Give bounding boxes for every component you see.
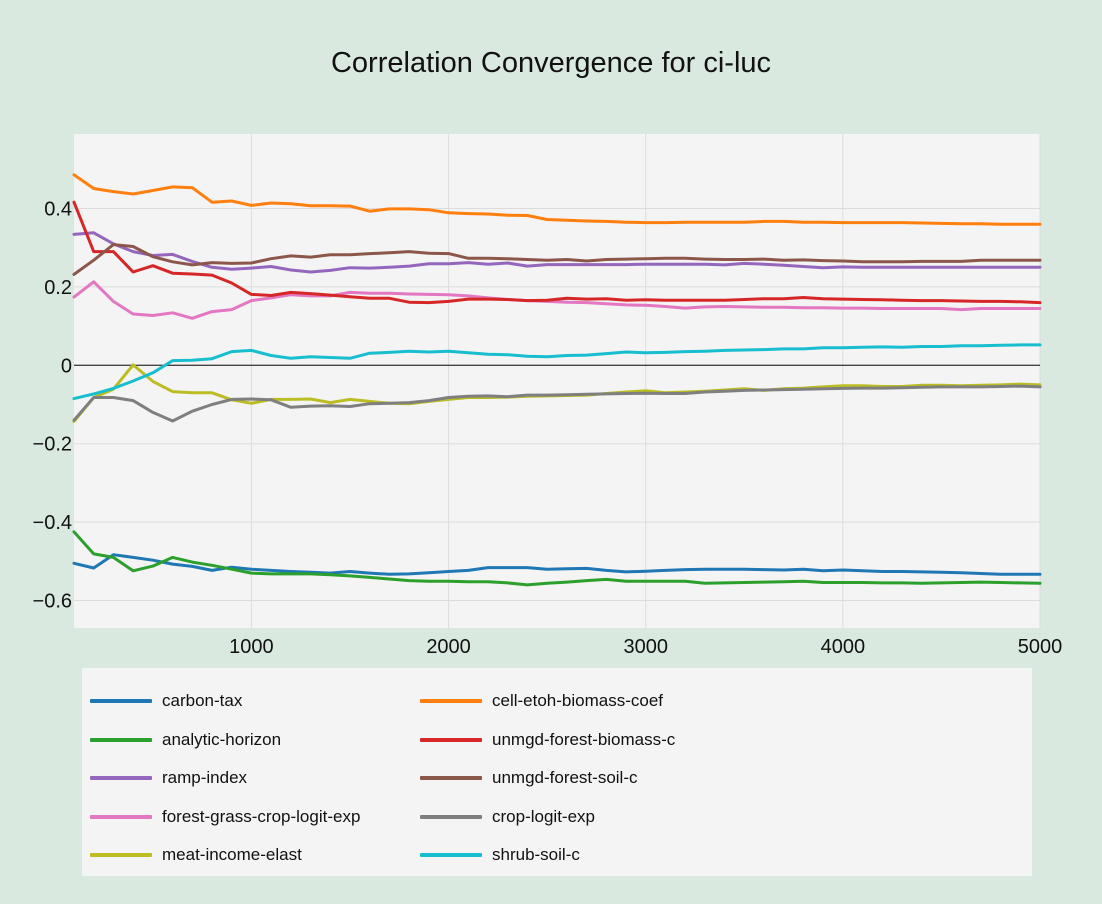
legend-item-shrub-soil-c[interactable]: shrub-soil-c [420, 836, 750, 875]
legend-label: shrub-soil-c [492, 845, 580, 865]
legend-item-crop-logit-exp[interactable]: crop-logit-exp [420, 798, 750, 837]
legend-label: forest-grass-crop-logit-exp [162, 806, 361, 826]
legend-swatch [420, 814, 482, 819]
legend-swatch [420, 776, 482, 781]
legend: carbon-tax cell-etoh-biomass-coef analytic… [82, 668, 1032, 876]
series-line-ramp-index [72, 231, 1042, 274]
x-tick-label: 3000 [623, 636, 668, 658]
legend-item-unmgd-forest-biomass-c[interactable]: unmgd-forest-biomass-c [420, 721, 750, 760]
legend-label: unmgd-forest-soil-c [492, 768, 638, 788]
chart-title: Correlation Convergence for ci-luc [331, 47, 771, 79]
series-line-forest-grass-crop-logit-exp [72, 280, 1042, 320]
legend-label: cell-etoh-biomass-coef [492, 691, 664, 711]
legend-swatch [420, 699, 482, 704]
plot-area [74, 134, 1040, 628]
legend-label: crop-logit-exp [492, 806, 595, 826]
legend-item-analytic-horizon[interactable]: analytic-horizon [90, 721, 420, 760]
y-tick-label: −0.6 [33, 591, 72, 613]
series-line-shrub-soil-c [72, 343, 1042, 401]
y-tick-label: 0.2 [44, 277, 72, 299]
legend-item-meat-income-elast[interactable]: meat-income-elast [90, 836, 420, 875]
legend-swatch [90, 776, 152, 781]
series-line-carbon-tax [72, 553, 1042, 576]
x-tick-label: 1000 [229, 636, 274, 658]
legend-label: meat-income-elast [162, 845, 302, 865]
y-axis-ticks: 0.4 0.2 0 −0.2 −0.4 −0.6 [33, 198, 72, 612]
chart-canvas: Correlation Convergence for ci-luc 1000 2… [33, 47, 1063, 658]
x-tick-label: 4000 [821, 636, 866, 658]
legend-swatch [90, 853, 152, 858]
x-tick-label: 2000 [426, 636, 471, 658]
legend-swatch [90, 699, 152, 704]
series-lines [72, 173, 1042, 587]
legend-item-unmgd-forest-soil-c[interactable]: unmgd-forest-soil-c [420, 759, 750, 798]
series-line-unmgd-forest-biomass-c [72, 200, 1042, 305]
series-line-analytic-horizon [72, 530, 1042, 587]
legend-label: carbon-tax [162, 691, 243, 711]
y-tick-label: 0 [61, 355, 72, 377]
x-axis-ticks: 1000 2000 3000 4000 5000 [229, 636, 1062, 658]
legend-label: unmgd-forest-biomass-c [492, 729, 676, 749]
legend-swatch [90, 737, 152, 742]
legend-item-carbon-tax[interactable]: carbon-tax [90, 682, 420, 721]
legend-swatch [420, 853, 482, 858]
legend-label: analytic-horizon [162, 729, 282, 749]
y-tick-label: −0.4 [33, 512, 72, 534]
series-line-crop-logit-exp [72, 384, 1042, 423]
legend-swatch [90, 814, 152, 819]
gridlines [74, 134, 1041, 628]
y-tick-label: −0.2 [33, 434, 72, 456]
legend-grid: carbon-tax cell-etoh-biomass-coef analytic… [90, 682, 750, 875]
x-tick-label: 5000 [1018, 636, 1063, 658]
legend-item-cell-etoh-biomass-coef[interactable]: cell-etoh-biomass-coef [420, 682, 750, 721]
y-tick-label: 0.4 [44, 198, 72, 220]
series-line-cell-etoh-biomass-coef [72, 173, 1042, 226]
legend-swatch [420, 737, 482, 742]
legend-label: ramp-index [162, 768, 248, 788]
legend-item-ramp-index[interactable]: ramp-index [90, 759, 420, 798]
legend-item-forest-grass-crop-logit-exp[interactable]: forest-grass-crop-logit-exp [90, 798, 420, 837]
series-line-unmgd-forest-soil-c [72, 243, 1042, 276]
